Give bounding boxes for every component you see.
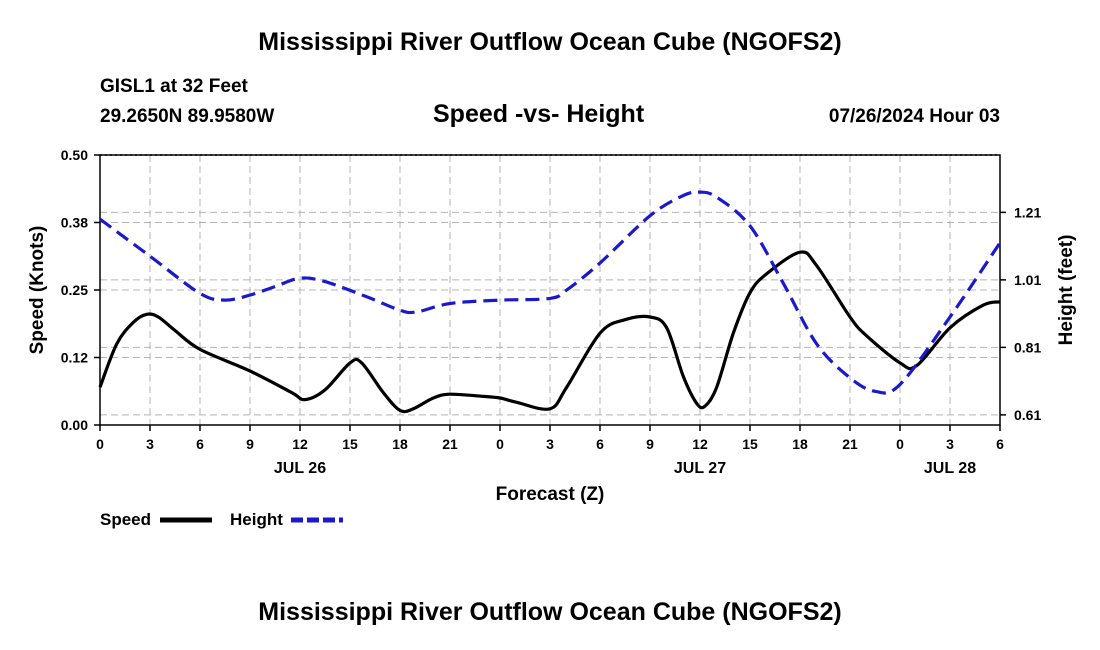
datetime-label: 07/26/2024 Hour 03 — [828, 106, 1000, 127]
x-tick-label: 12 — [692, 436, 708, 452]
ticks: 0 3 6 9 12 15 18 21 0 3 6 9 12 15 18 21 0 3 6 JUL 26 JUL 27 J… — [61, 147, 1042, 477]
right-axis-title: Height (feet) — [1056, 235, 1077, 346]
x-tick-label: 6 — [596, 436, 604, 452]
y-left-tick-label: 0.25 — [61, 282, 88, 298]
grid — [100, 154, 1000, 425]
speed-series-line — [98, 250, 1001, 414]
x-tick-label: 15 — [342, 436, 358, 452]
x-tick-label: 0 — [896, 436, 904, 452]
series — [98, 190, 1002, 414]
y-right-tick-label: 1.01 — [1014, 272, 1041, 288]
x-tick-label: 18 — [392, 436, 408, 452]
x-tick-label: 21 — [842, 436, 858, 452]
day-label: JUL 27 — [674, 460, 726, 477]
chart-subtitle: Speed -vs- Height — [433, 100, 645, 128]
x-tick-label: 0 — [96, 436, 104, 452]
y-left-tick-label: 0.12 — [61, 350, 88, 366]
legend-speed-label: Speed — [100, 510, 152, 529]
height-series-line — [99, 190, 1002, 395]
legend-height-swatch — [291, 517, 343, 523]
x-tick-label: 18 — [792, 436, 808, 452]
legend-height-label: Height — [230, 510, 283, 529]
x-tick-label: 9 — [246, 436, 254, 452]
y-right-tick-label: 0.81 — [1014, 339, 1041, 355]
legend-speed-swatch — [160, 517, 212, 523]
x-tick-label: 12 — [292, 436, 308, 452]
day-label: JUL 26 — [274, 460, 326, 477]
x-tick-label: 6 — [996, 436, 1004, 452]
x-tick-label: 9 — [646, 436, 654, 452]
y-right-tick-label: 0.61 — [1014, 407, 1041, 423]
footer-title: Mississippi River Outflow Ocean Cube (NG… — [258, 598, 842, 626]
speed-height-chart: 0 3 6 9 12 15 18 21 0 3 6 9 12 15 18 21 0 3 6 JUL 26 JUL 27 J… — [27, 147, 1077, 505]
y-left-tick-label: 0.00 — [61, 417, 88, 433]
y-right-tick-label: 1.21 — [1014, 204, 1041, 220]
chart-title: Mississippi River Outflow Ocean Cube (NG… — [258, 28, 842, 56]
x-tick-label: 3 — [946, 436, 954, 452]
x-tick-label: 0 — [496, 436, 504, 452]
x-tick-label: 6 — [196, 436, 204, 452]
x-tick-label: 3 — [146, 436, 154, 452]
x-axis-title: Forecast (Z) — [496, 484, 605, 505]
x-tick-label: 21 — [442, 436, 458, 452]
x-tick-label: 15 — [742, 436, 758, 452]
day-label: JUL 28 — [924, 460, 976, 477]
coordinates-label: 29.2650N 89.9580W — [100, 106, 275, 127]
y-left-tick-label: 0.38 — [61, 215, 88, 231]
x-tick-label: 3 — [546, 436, 554, 452]
left-axis-title: Speed (Knots) — [27, 226, 48, 355]
y-left-tick-label: 0.50 — [61, 147, 88, 163]
station-label: GISL1 at 32 Feet — [100, 76, 248, 97]
